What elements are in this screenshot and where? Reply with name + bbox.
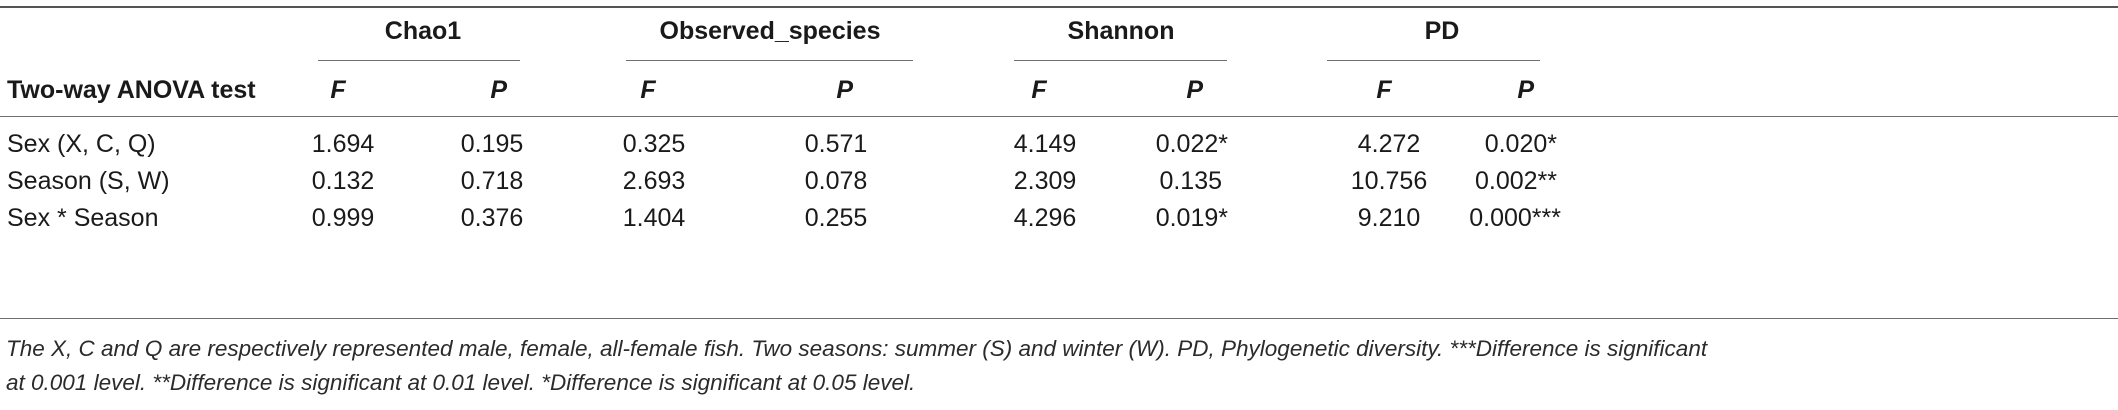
table-bottom-rule	[0, 318, 2118, 319]
row-label: Season (S, W)	[7, 167, 170, 195]
table-cell: 0.002**	[1474, 167, 1557, 195]
group-underline-shannon	[1014, 60, 1227, 61]
table-cell: 0.376	[460, 204, 524, 232]
header-bottom-rule	[0, 116, 2118, 117]
group-header-chao1: Chao1	[384, 17, 462, 45]
row-label: Sex (X, C, Q)	[7, 130, 156, 158]
stat-header-p: P	[1517, 76, 1534, 104]
table-cell: 4.296	[1013, 204, 1077, 232]
footnote-line-2: at 0.001 level. **Difference is signific…	[6, 370, 916, 395]
group-underline-observed-species	[626, 60, 913, 61]
table-cell: 0.195	[460, 130, 524, 158]
table-cell: 0.135	[1159, 167, 1222, 195]
table-cell: 1.694	[311, 130, 375, 158]
group-underline-pd	[1327, 60, 1540, 61]
table-cell: 10.756	[1350, 167, 1428, 195]
table-top-rule	[0, 6, 2118, 8]
stat-header-f: F	[1376, 76, 1392, 104]
table-cell: 4.272	[1357, 130, 1421, 158]
group-header-observed-species: Observed_species	[659, 17, 881, 45]
group-header-pd: PD	[1424, 17, 1460, 45]
table-cell: 0.999	[311, 204, 375, 232]
table-cell: 0.078	[804, 167, 868, 195]
table-cell: 0.022*	[1155, 130, 1228, 158]
row-label: Sex * Season	[7, 204, 159, 232]
stat-header-f: F	[330, 76, 346, 104]
stat-header-f: F	[1031, 76, 1047, 104]
group-underline-chao1	[318, 60, 520, 61]
table-cell: 0.020*	[1484, 130, 1557, 158]
stat-header-p: P	[1186, 76, 1203, 104]
table-cell: 9.210	[1357, 204, 1421, 232]
table-cell: 0.718	[460, 167, 524, 195]
stat-header-p: P	[836, 76, 853, 104]
table-cell: 0.000***	[1469, 204, 1561, 232]
table-cell: 2.309	[1013, 167, 1077, 195]
footnote-line-1: The X, C and Q are respectively represen…	[6, 336, 1708, 361]
table-cell: 4.149	[1013, 130, 1077, 158]
row-header-label: Two-way ANOVA test	[7, 76, 256, 104]
table-cell: 1.404	[622, 204, 686, 232]
table-cell: 0.019*	[1155, 204, 1228, 232]
table-cell: 0.571	[804, 130, 868, 158]
table-footnote: The X, C and Q are respectively represen…	[6, 332, 2106, 400]
stat-header-p: P	[490, 76, 507, 104]
table-cell: 2.693	[622, 167, 686, 195]
table-cell: 0.325	[622, 130, 686, 158]
stat-header-f: F	[640, 76, 656, 104]
group-header-shannon: Shannon	[1067, 17, 1175, 45]
table-cell: 0.255	[804, 204, 868, 232]
table-cell: 0.132	[311, 167, 375, 195]
